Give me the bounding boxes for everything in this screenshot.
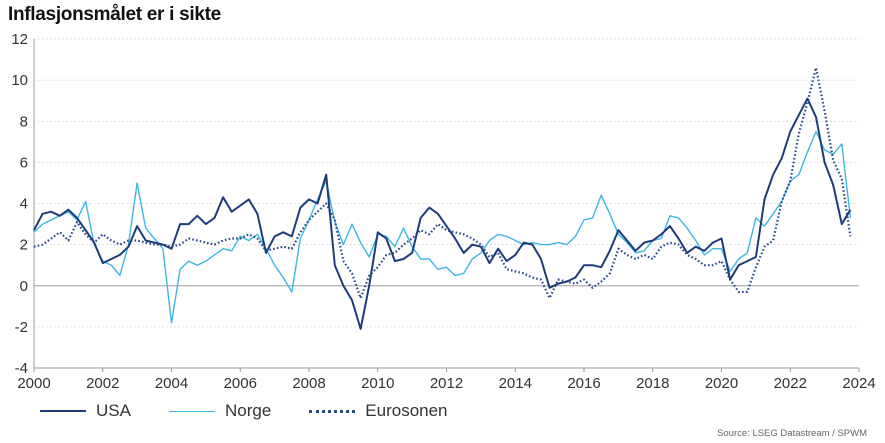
series-line-norge xyxy=(33,130,852,324)
x-tick-label: 2024 xyxy=(842,375,875,392)
legend-swatch-eurosonen xyxy=(309,409,356,413)
y-tick-label: -2 xyxy=(15,319,28,336)
x-tick-label: 2002 xyxy=(86,375,119,392)
y-tick-label: 10 xyxy=(11,72,28,89)
series-lines xyxy=(33,66,852,330)
y-tick-label: 0 xyxy=(20,278,28,295)
legend-item-eurosonen: Eurosonen xyxy=(309,401,448,421)
source-note: Source: LSEG Datastream / SPWM xyxy=(717,428,867,439)
y-tick-label: 6 xyxy=(20,154,28,171)
series-line-eurosonen xyxy=(33,66,852,300)
x-tick-label: 2008 xyxy=(292,375,325,392)
x-tick-label: 2014 xyxy=(499,375,532,392)
legend-label-usa: USA xyxy=(96,401,131,420)
gridlines xyxy=(33,38,859,369)
chart-title: Inflasjonsmålet er i sikte xyxy=(8,4,221,25)
x-tick-label: 2016 xyxy=(567,375,600,392)
series-line-usa xyxy=(33,97,852,330)
legend-label-eurosonen: Eurosonen xyxy=(365,401,448,420)
y-tick-label: 12 xyxy=(11,31,28,48)
y-tick-label: 4 xyxy=(20,196,28,213)
legend-swatch-norge xyxy=(168,410,215,412)
legend-item-usa: USA xyxy=(40,401,131,421)
y-tick-label: 8 xyxy=(20,113,28,130)
y-axis-ticks: -4 -2 0 2 4 6 8 10 12 xyxy=(11,31,28,377)
x-tick-label: 2022 xyxy=(774,375,807,392)
x-tick-label: 2018 xyxy=(636,375,669,392)
x-tick-label: 2020 xyxy=(705,375,738,392)
legend: USA Norge Eurosonen xyxy=(40,401,486,421)
x-tick-label: 2004 xyxy=(155,375,188,392)
x-tick-label: 2010 xyxy=(361,375,394,392)
y-tick-label: -4 xyxy=(15,360,28,377)
y-tick-label: 2 xyxy=(20,237,28,254)
x-tick-label: 2006 xyxy=(224,375,257,392)
legend-label-norge: Norge xyxy=(224,401,272,420)
x-tick-label: 2000 xyxy=(17,375,50,392)
legend-item-norge: Norge xyxy=(168,401,272,421)
x-tick-label: 2012 xyxy=(430,375,463,392)
x-axis-ticks: 2000 2002 2004 2006 2008 2010 2012 2014 2016 2018… xyxy=(17,368,876,392)
legend-swatch-usa xyxy=(40,410,86,412)
